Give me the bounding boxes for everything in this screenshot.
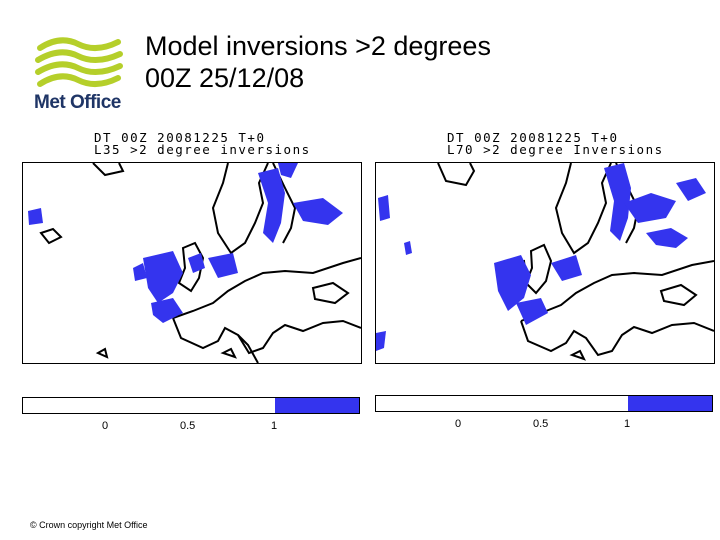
europe-inversion-map	[375, 162, 715, 364]
tick-label: 0	[102, 420, 109, 432]
title-line-1: Model inversions >2 degrees	[145, 31, 491, 61]
caption-line-1: DT 00Z 20081225 T+0	[447, 130, 619, 145]
met-office-logo-icon	[35, 37, 123, 87]
tick-label: 0.5	[533, 418, 549, 430]
caption-line-1: DT 00Z 20081225 T+0	[94, 130, 266, 145]
map-caption: DT 00Z 20081225 T+0 L35 >2 degree inversi…	[22, 130, 362, 162]
map-panel-l35: DT 00Z 20081225 T+0 L35 >2 degree inversi…	[22, 130, 362, 364]
brand-name: Met Office	[34, 92, 121, 113]
page-title: Model inversions >2 degrees 00Z 25/12/08	[145, 30, 491, 94]
colorbar-l35	[22, 397, 360, 414]
title-line-2: 00Z 25/12/08	[145, 63, 305, 93]
tick-label: 0.5	[180, 420, 196, 432]
colorbar-fill	[275, 398, 359, 413]
colorbar-ticks-l35: 0 0.5 1	[22, 420, 362, 434]
copyright-notice: © Crown copyright Met Office	[30, 520, 148, 530]
europe-map-graphic	[28, 163, 361, 363]
colorbar-ticks-l70: 0 0.5 1	[375, 418, 715, 432]
map-caption: DT 00Z 20081225 T+0 L70 >2 degree Inversi…	[375, 130, 715, 162]
caption-line-2: L35 >2 degree inversions	[94, 142, 311, 157]
europe-inversion-map	[22, 162, 362, 364]
tick-label: 1	[271, 420, 278, 432]
tick-label: 1	[624, 418, 631, 430]
map-panel-l70: DT 00Z 20081225 T+0 L70 >2 degree Inversi…	[375, 130, 715, 364]
tick-label: 0	[455, 418, 462, 430]
europe-map-graphic	[376, 163, 714, 361]
colorbar-fill	[628, 396, 712, 411]
caption-line-2: L70 >2 degree Inversions	[447, 142, 664, 157]
colorbar-l70	[375, 395, 713, 412]
